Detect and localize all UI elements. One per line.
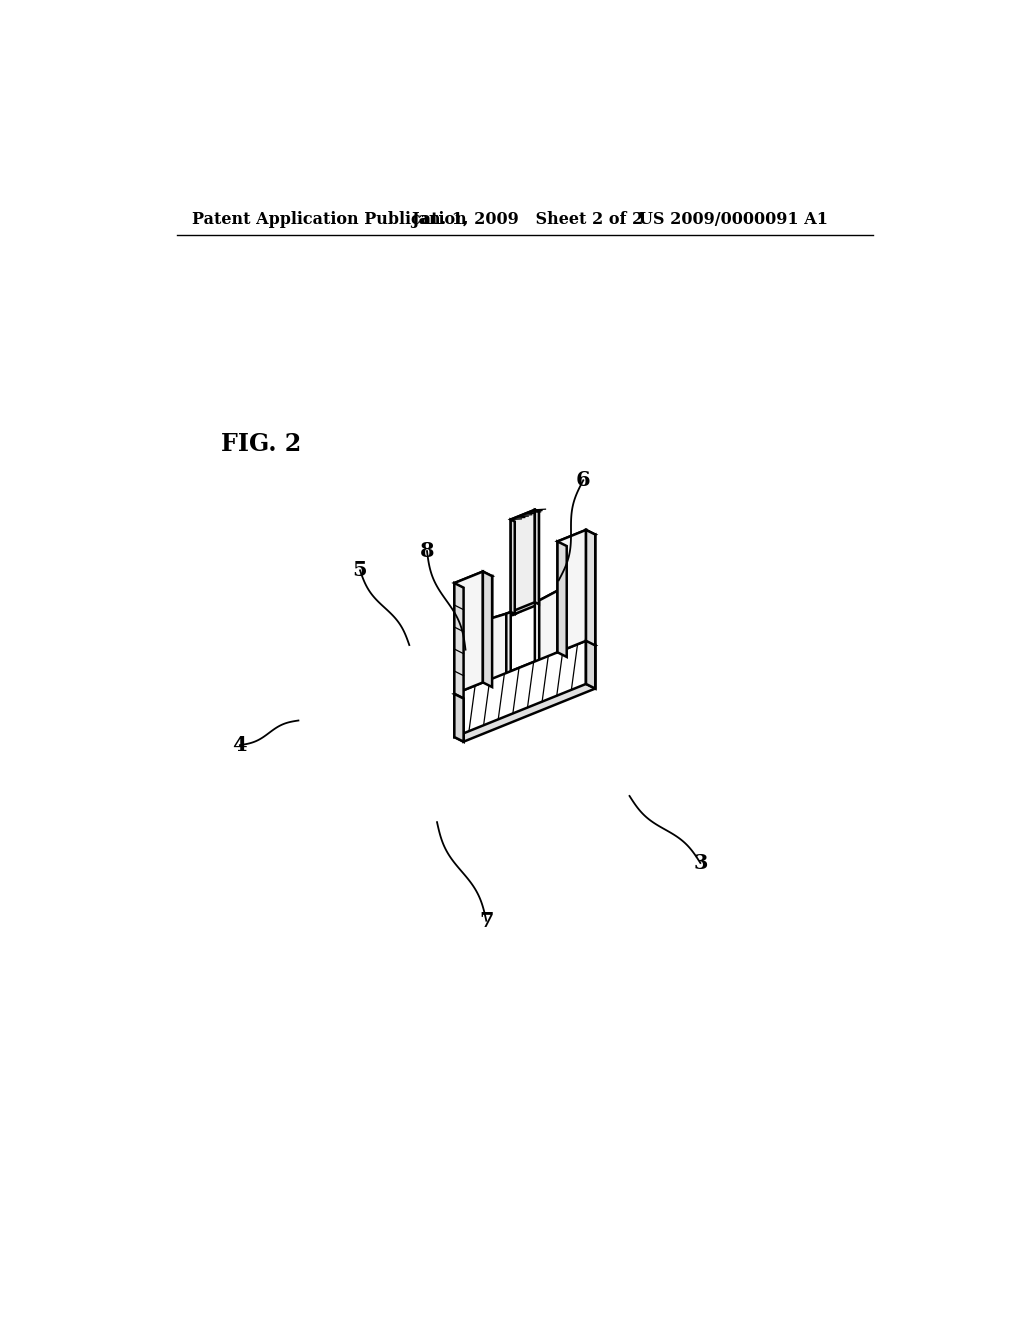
Polygon shape — [483, 614, 506, 682]
Polygon shape — [455, 572, 493, 587]
Polygon shape — [557, 541, 566, 657]
Polygon shape — [511, 510, 535, 612]
Polygon shape — [586, 640, 595, 689]
Polygon shape — [506, 612, 511, 676]
Polygon shape — [455, 572, 483, 694]
Text: FIG. 2: FIG. 2 — [221, 432, 302, 455]
Polygon shape — [455, 694, 464, 742]
Polygon shape — [515, 512, 539, 614]
Polygon shape — [566, 535, 595, 657]
Polygon shape — [511, 510, 539, 521]
Text: 4: 4 — [232, 735, 247, 755]
Polygon shape — [464, 645, 595, 742]
Text: Jan. 1, 2009   Sheet 2 of 2: Jan. 1, 2009 Sheet 2 of 2 — [412, 211, 644, 228]
Polygon shape — [535, 601, 540, 664]
Polygon shape — [535, 510, 539, 605]
Polygon shape — [464, 576, 493, 698]
Polygon shape — [455, 640, 586, 737]
Text: 3: 3 — [693, 853, 708, 873]
Text: 7: 7 — [479, 911, 494, 931]
Text: US 2009/0000091 A1: US 2009/0000091 A1 — [639, 211, 827, 228]
Polygon shape — [557, 529, 595, 546]
Text: Patent Application Publication: Patent Application Publication — [193, 211, 467, 228]
Polygon shape — [483, 612, 515, 626]
Polygon shape — [535, 591, 566, 605]
Polygon shape — [511, 520, 515, 614]
Polygon shape — [455, 640, 595, 698]
Polygon shape — [557, 529, 586, 652]
Polygon shape — [586, 529, 595, 689]
Polygon shape — [540, 591, 557, 663]
Polygon shape — [483, 572, 493, 686]
Text: 8: 8 — [420, 541, 434, 561]
Polygon shape — [493, 615, 510, 686]
Text: 5: 5 — [352, 561, 368, 581]
Polygon shape — [455, 583, 464, 742]
Text: 6: 6 — [577, 470, 591, 490]
